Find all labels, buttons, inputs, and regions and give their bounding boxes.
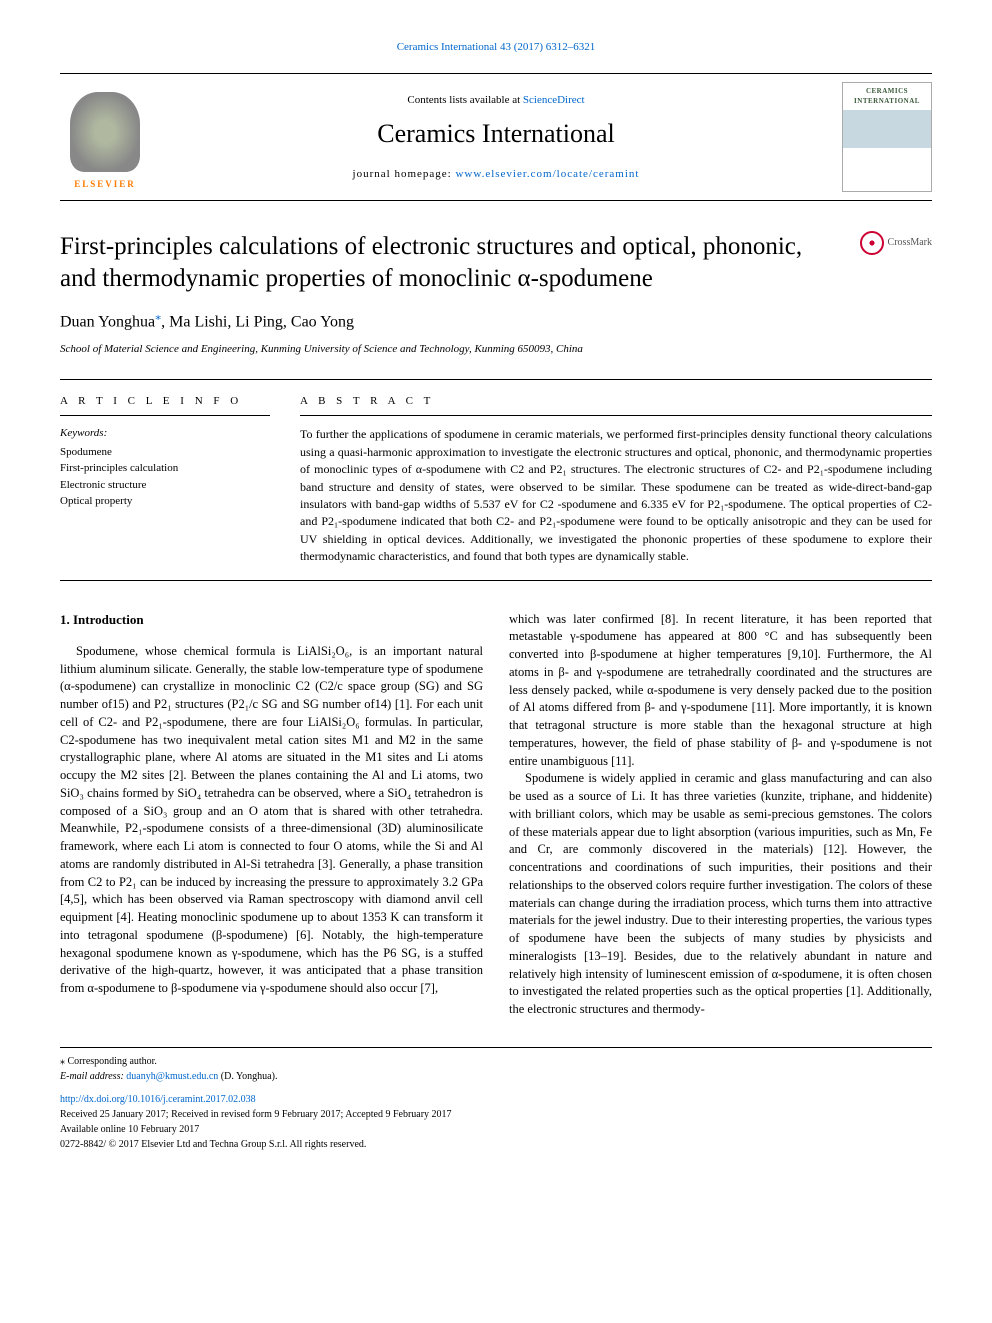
footer-block: ⁎ Corresponding author. E-mail address: …	[60, 1047, 932, 1152]
article-title: First-principles calculations of electro…	[60, 231, 860, 294]
homepage-prefix: journal homepage:	[353, 168, 456, 180]
journal-citation: Ceramics International 43 (2017) 6312–63…	[60, 40, 932, 55]
left-column: 1. Introduction Spodumene, whose chemica…	[60, 611, 483, 1019]
affiliation: School of Material Science and Engineeri…	[60, 342, 932, 357]
elsevier-label: ELSEVIER	[70, 176, 140, 193]
author-primary: Duan Yonghua	[60, 313, 155, 330]
right-column: which was later confirmed [8]. In recent…	[509, 611, 932, 1019]
homepage-line: journal homepage: www.elsevier.com/locat…	[150, 167, 842, 182]
article-info-heading: A R T I C L E I N F O	[60, 394, 270, 416]
sciencedirect-link[interactable]: ScienceDirect	[523, 94, 585, 106]
journal-header: ELSEVIER Contents lists available at Sci…	[60, 73, 932, 201]
journal-citation-link[interactable]: Ceramics International 43 (2017) 6312–63…	[397, 41, 596, 53]
contents-prefix: Contents lists available at	[407, 94, 522, 106]
email-line: E-mail address: duanyh@kmust.edu.cn (D. …	[60, 1069, 932, 1084]
email-link[interactable]: duanyh@kmust.edu.cn	[126, 1071, 218, 1082]
keyword-item: Optical property	[60, 493, 270, 510]
cover-title-bottom: INTERNATIONAL	[854, 97, 920, 107]
authors-line: Duan Yonghua⁎, Ma Lishi, Li Ping, Cao Yo…	[60, 308, 932, 334]
intro-paragraph-1: Spodumene, whose chemical formula is LiA…	[60, 643, 483, 998]
crossmark-icon	[860, 231, 884, 255]
received-line: Received 25 January 2017; Received in re…	[60, 1107, 932, 1122]
homepage-link[interactable]: www.elsevier.com/locate/ceramint	[455, 168, 639, 180]
keywords-label: Keywords:	[60, 426, 270, 441]
crossmark-label: CrossMark	[888, 236, 932, 250]
abstract-heading: A B S T R A C T	[300, 394, 932, 416]
copyright-line: 0272-8842/ © 2017 Elsevier Ltd and Techn…	[60, 1137, 932, 1152]
journal-name: Ceramics International	[150, 116, 842, 152]
email-label: E-mail address:	[60, 1071, 126, 1082]
info-abstract-row: A R T I C L E I N F O Keywords: Spodumen…	[60, 379, 932, 581]
contents-line: Contents lists available at ScienceDirec…	[150, 93, 842, 108]
elsevier-logo: ELSEVIER	[60, 82, 150, 192]
keyword-item: First-principles calculation	[60, 460, 270, 477]
online-line: Available online 10 February 2017	[60, 1122, 932, 1137]
journal-cover-thumbnail: CERAMICS INTERNATIONAL	[842, 82, 932, 192]
doi-link[interactable]: http://dx.doi.org/10.1016/j.ceramint.201…	[60, 1094, 256, 1105]
keyword-item: Electronic structure	[60, 477, 270, 494]
article-info-column: A R T I C L E I N F O Keywords: Spodumen…	[60, 394, 270, 566]
abstract-text: To further the applications of spodumene…	[300, 426, 932, 565]
corresponding-author-note: ⁎ Corresponding author.	[60, 1054, 932, 1069]
crossmark-badge[interactable]: CrossMark	[860, 231, 932, 255]
header-center: Contents lists available at ScienceDirec…	[150, 93, 842, 182]
authors-rest: , Ma Lishi, Li Ping, Cao Yong	[161, 313, 354, 330]
intro-paragraph-1-cont: which was later confirmed [8]. In recent…	[509, 611, 932, 771]
email-suffix: (D. Yonghua).	[218, 1071, 277, 1082]
abstract-column: A B S T R A C T To further the applicati…	[300, 394, 932, 566]
intro-paragraph-2: Spodumene is widely applied in ceramic a…	[509, 770, 932, 1019]
elsevier-tree-icon	[70, 92, 140, 172]
intro-heading: 1. Introduction	[60, 611, 483, 629]
cover-title-top: CERAMICS	[866, 87, 908, 97]
keyword-item: Spodumene	[60, 444, 270, 461]
body-two-column: 1. Introduction Spodumene, whose chemica…	[60, 611, 932, 1019]
